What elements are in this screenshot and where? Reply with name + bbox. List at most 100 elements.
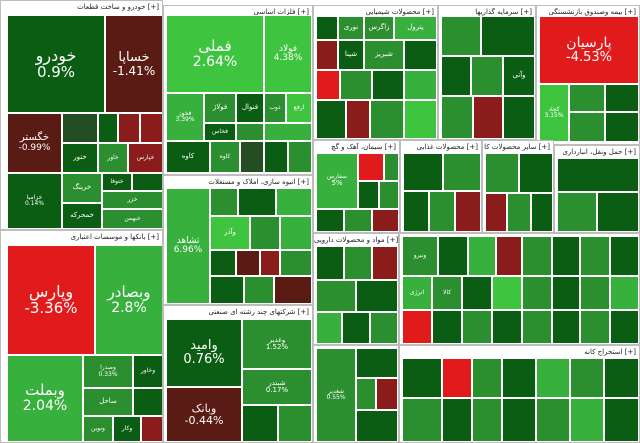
tile-p1[interactable] bbox=[316, 246, 344, 280]
tile-h8[interactable] bbox=[236, 250, 260, 276]
sector-minerals[interactable]: شغدیر 0.55% bbox=[313, 345, 399, 443]
tile-c1[interactable] bbox=[316, 16, 338, 40]
tile-f4[interactable] bbox=[429, 191, 455, 232]
sector-header[interactable]: سرمایه گذاریها [+] bbox=[439, 6, 535, 19]
tile-khtoor[interactable] bbox=[62, 113, 98, 143]
tile-mn3[interactable] bbox=[376, 378, 398, 410]
sector-header[interactable]: خودرو و ساخت قطعات [+] bbox=[1, 1, 162, 14]
tile-h13[interactable] bbox=[274, 276, 312, 304]
tile-i3[interactable] bbox=[441, 56, 471, 96]
tile-shahed[interactable]: ثشاهد 6.96% bbox=[166, 188, 210, 304]
tile-mn1[interactable] bbox=[356, 348, 398, 378]
tile-o1[interactable] bbox=[485, 153, 519, 193]
tile-vb1[interactable] bbox=[141, 416, 162, 442]
tile-kmoba[interactable]: کچاد 3.15% bbox=[539, 84, 569, 142]
tile-c10[interactable] bbox=[340, 70, 372, 100]
tile-kh1[interactable]: ختور bbox=[62, 143, 98, 173]
sector-header[interactable]: محصولات غذایی [+] bbox=[401, 141, 481, 154]
tile-h2[interactable] bbox=[238, 188, 276, 216]
tile-x7[interactable] bbox=[580, 236, 610, 276]
sector-header[interactable]: محصولات شیمیایی [+] bbox=[314, 6, 437, 19]
sector-cement[interactable]: سیمان، آهک و گچ [+] سفارس 5% bbox=[313, 140, 400, 233]
tile-parsian[interactable]: پارسیان -4.53% bbox=[539, 16, 639, 84]
tile-x16[interactable] bbox=[610, 276, 639, 310]
tile-x23[interactable] bbox=[580, 310, 610, 344]
tile-k5[interactable] bbox=[536, 358, 570, 398]
tile-c5[interactable] bbox=[316, 40, 338, 70]
tile-x21[interactable] bbox=[522, 310, 552, 344]
tile-i7[interactable] bbox=[473, 96, 503, 139]
tile-vbmelat[interactable]: وبملت 2.04% bbox=[7, 355, 83, 442]
tile-i4[interactable] bbox=[471, 56, 503, 96]
tile-c8[interactable] bbox=[404, 40, 437, 70]
tile-ce3[interactable] bbox=[358, 181, 379, 209]
tile-khbahman[interactable] bbox=[98, 113, 118, 143]
tile-x15[interactable] bbox=[580, 276, 610, 310]
tile-c14[interactable] bbox=[346, 100, 370, 139]
tile-khpars[interactable] bbox=[140, 113, 162, 143]
tile-x18[interactable] bbox=[432, 310, 462, 344]
sector-insurance[interactable]: بیمه وصندوق بازنشستگی [+] پارسیان -4.53%… bbox=[536, 5, 640, 145]
tile-vamid[interactable]: وامید 0.76% bbox=[166, 319, 242, 387]
tile-k12[interactable] bbox=[536, 398, 570, 442]
tile-p6[interactable] bbox=[316, 312, 342, 344]
tile-ce1[interactable] bbox=[358, 153, 384, 181]
tile-foolad[interactable]: فولاد 4.38% bbox=[264, 15, 312, 93]
tile-fkhouz[interactable]: فخوز 3.39% bbox=[166, 93, 204, 141]
tile-h3[interactable] bbox=[276, 188, 312, 216]
tile-zamiya[interactable]: خزامیا 0.14% bbox=[7, 173, 62, 229]
tile-k7[interactable] bbox=[604, 358, 639, 398]
tile-khodro[interactable]: خودرو 0.9% bbox=[7, 15, 105, 113]
tile-h11[interactable] bbox=[210, 276, 244, 304]
sector-header[interactable]: حمل ونقل، انبارداری [+] bbox=[555, 146, 639, 159]
tile-k2[interactable] bbox=[442, 358, 472, 398]
tile-x24[interactable] bbox=[610, 310, 639, 344]
tile-t1[interactable] bbox=[557, 158, 639, 192]
tile-kh9[interactable]: خبهمن bbox=[102, 209, 162, 229]
tile-o3[interactable] bbox=[485, 193, 507, 232]
tile-x2[interactable] bbox=[438, 236, 468, 276]
tile-c9[interactable] bbox=[316, 70, 340, 100]
tile-vpars[interactable]: وپارس -3.36% bbox=[7, 245, 95, 355]
tile-x1[interactable]: ونیرو bbox=[402, 236, 438, 276]
tile-c2[interactable]: نوری bbox=[338, 16, 364, 40]
tile-vtejarat[interactable]: وصدرا 0.33% bbox=[83, 355, 133, 388]
tile-kh6[interactable] bbox=[132, 173, 162, 191]
tile-x19[interactable] bbox=[462, 310, 492, 344]
tile-khsapa[interactable]: خساپا -1.41% bbox=[105, 15, 162, 113]
tile-m9[interactable]: کاوه bbox=[210, 141, 240, 173]
tile-m4[interactable]: ارفع bbox=[286, 93, 312, 123]
tile-h6[interactable] bbox=[280, 216, 312, 250]
sector-food[interactable]: محصولات غذایی [+] bbox=[400, 140, 482, 233]
tile-in4[interactable] bbox=[605, 112, 639, 142]
tile-kh5[interactable]: ختوقا bbox=[102, 173, 132, 191]
tile-vbank[interactable]: وبانک -0.44% bbox=[166, 387, 242, 442]
tile-h1[interactable] bbox=[210, 188, 238, 216]
sector-header[interactable]: مواد و محصولات دارویی [+] bbox=[314, 234, 398, 247]
tile-t3[interactable] bbox=[597, 192, 639, 232]
sector-pharma[interactable]: مواد و محصولات دارویی [+] bbox=[313, 233, 399, 345]
tile-k6[interactable] bbox=[570, 358, 604, 398]
tile-m11[interactable] bbox=[264, 141, 288, 173]
tile-i5[interactable]: وآتی bbox=[503, 56, 535, 96]
tile-fmeli[interactable]: فملی 2.64% bbox=[166, 15, 264, 93]
tile-x4[interactable] bbox=[496, 236, 522, 276]
tile-ml1[interactable] bbox=[242, 405, 278, 442]
tile-khashargh[interactable] bbox=[118, 113, 140, 143]
tile-x11[interactable] bbox=[462, 276, 492, 310]
tile-k13[interactable] bbox=[570, 398, 604, 442]
tile-i1[interactable] bbox=[441, 16, 481, 56]
tile-h5[interactable] bbox=[250, 216, 280, 250]
tile-ce7[interactable] bbox=[372, 209, 399, 232]
tile-c3[interactable]: زاگرس bbox=[364, 16, 394, 40]
tile-x14[interactable] bbox=[552, 276, 580, 310]
tile-c4[interactable]: پترول bbox=[394, 16, 437, 40]
tile-f1[interactable] bbox=[403, 153, 443, 191]
tile-x13[interactable] bbox=[522, 276, 552, 310]
sector-header[interactable]: استخراج کانه [+] bbox=[400, 346, 639, 359]
tile-o2[interactable] bbox=[519, 153, 553, 193]
tile-ce6[interactable] bbox=[344, 209, 372, 232]
tile-x20[interactable] bbox=[492, 310, 522, 344]
tile-o5[interactable] bbox=[531, 193, 553, 232]
tile-x8[interactable] bbox=[610, 236, 639, 276]
